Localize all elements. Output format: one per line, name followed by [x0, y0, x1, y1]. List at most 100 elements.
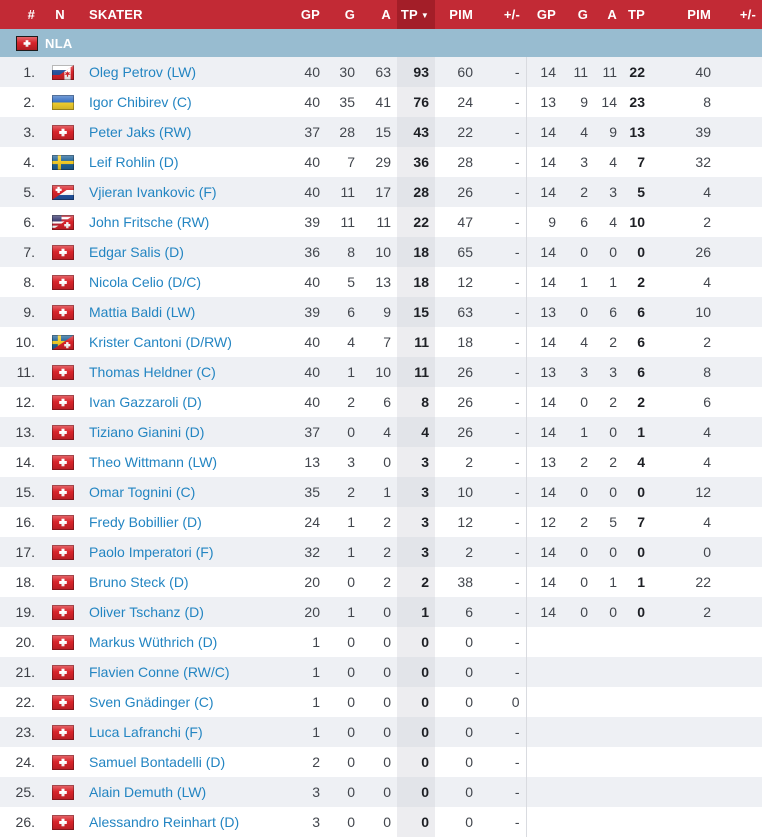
- stat-tp-1: 3: [397, 447, 435, 477]
- stat-gp-1: 40: [304, 394, 320, 410]
- player-name-link[interactable]: John Fritsche (RW): [89, 214, 210, 230]
- stat-plusminus-2: [717, 57, 762, 87]
- player-nationality: [38, 687, 82, 717]
- player-name-link[interactable]: Samuel Bontadelli (D): [89, 754, 226, 770]
- player-name-link[interactable]: Sven Gnädinger (C): [89, 694, 214, 710]
- player-name-link[interactable]: Oleg Petrov (LW): [89, 64, 197, 80]
- player-name-link[interactable]: Edgar Salis (D): [89, 244, 184, 260]
- sort-desc-icon: ▼: [420, 11, 429, 20]
- player-nationality: [38, 207, 82, 237]
- stat-g-2: 0: [580, 544, 588, 560]
- stat-gp-2: 14: [525, 177, 562, 207]
- player-nationality: [38, 297, 82, 327]
- stat-plusminus-1: -: [514, 154, 520, 170]
- col-header-tp-1[interactable]: TP ▼: [397, 0, 435, 29]
- col-header-skater[interactable]: SKATER: [82, 0, 287, 29]
- stat-tp-1: 28: [397, 177, 435, 207]
- player-name-link[interactable]: Alain Demuth (LW): [89, 784, 207, 800]
- stat-pim-2: [651, 627, 717, 657]
- player-name-link[interactable]: Thomas Heldner (C): [89, 364, 216, 380]
- stat-tp-2: 6: [637, 304, 645, 320]
- stat-plusminus-2: [717, 267, 762, 297]
- stat-g-2: 2: [580, 454, 588, 470]
- stat-tp-1: 4: [397, 417, 435, 447]
- stat-pim-2: 6: [703, 394, 711, 410]
- stat-pim-1: 0: [465, 694, 473, 710]
- player-name-link[interactable]: Alessandro Reinhart (D): [89, 814, 240, 830]
- col-header-rank[interactable]: #: [0, 0, 38, 29]
- stat-pim-1: 38: [457, 574, 473, 590]
- stat-plusminus-1: 0: [511, 694, 520, 710]
- col-header-plusminus-1[interactable]: +/-: [479, 0, 526, 29]
- stat-pim-1: 12: [457, 274, 473, 290]
- stat-a-2: 0: [609, 424, 617, 440]
- col-header-g-2[interactable]: G: [562, 0, 594, 29]
- player-name-link[interactable]: Nicola Celio (D/C): [89, 274, 202, 290]
- stat-g-2: [562, 627, 594, 657]
- stat-plusminus-2: [717, 177, 762, 207]
- stat-g-1: 1: [347, 364, 355, 380]
- col-header-tp-2[interactable]: TP: [623, 0, 651, 29]
- player-name-link[interactable]: Tiziano Gianini (D): [89, 424, 205, 440]
- stat-tp-2: 6: [637, 334, 645, 350]
- player-row: 21. Flavien Conne (RW/C) 1 0 0 0 0-: [0, 657, 762, 687]
- col-header-tp-1-label: TP: [400, 7, 418, 22]
- stat-a-1: 0: [383, 694, 391, 710]
- stat-pim-2: 26: [695, 244, 711, 260]
- col-header-pim-1[interactable]: PIM: [435, 0, 479, 29]
- player-row: 25. Alain Demuth (LW) 3 0 0 0 0-: [0, 777, 762, 807]
- player-name-link[interactable]: Ivan Gazzaroli (D): [89, 394, 202, 410]
- player-rank: 5.: [23, 184, 35, 200]
- player-nationality: [38, 777, 82, 807]
- player-name-link[interactable]: Leif Rohlin (D): [89, 154, 179, 170]
- player-name-link[interactable]: Fredy Bobillier (D): [89, 514, 202, 530]
- stat-plusminus-1: -: [514, 94, 520, 110]
- player-name-link[interactable]: Omar Tognini (C): [89, 484, 196, 500]
- player-name-link[interactable]: Markus Wüthrich (D): [89, 634, 218, 650]
- player-name-link[interactable]: Bruno Steck (D): [89, 574, 189, 590]
- col-header-gp-2[interactable]: GP: [526, 0, 562, 29]
- stat-pim-2: [651, 717, 717, 747]
- player-rank: 19.: [15, 604, 35, 620]
- stat-gp-1: 1: [312, 694, 320, 710]
- stat-plusminus-1: -: [514, 484, 520, 500]
- player-name-cell: Samuel Bontadelli (D): [82, 747, 287, 777]
- player-rank: 7.: [23, 244, 35, 260]
- col-header-nationality[interactable]: N: [38, 0, 82, 29]
- player-name-cell: Omar Tognini (C): [82, 477, 287, 507]
- player-row: 9. Mattia Baldi (LW) 39 6 9 15 63 -13 0 6 6 10: [0, 297, 762, 327]
- stat-tp-2: 7: [637, 154, 645, 170]
- player-name-cell: Thomas Heldner (C): [82, 357, 287, 387]
- col-header-plusminus-2[interactable]: +/-: [717, 0, 762, 29]
- col-header-a-1[interactable]: A: [361, 0, 397, 29]
- player-nationality: [38, 237, 82, 267]
- player-rank: 6.: [23, 214, 35, 230]
- player-name-link[interactable]: Igor Chibirev (C): [89, 94, 192, 110]
- stat-g-2: [562, 687, 594, 717]
- col-header-a-2[interactable]: A: [594, 0, 623, 29]
- stat-plusminus-2: [717, 657, 762, 687]
- player-name-link[interactable]: Paolo Imperatori (F): [89, 544, 214, 560]
- col-header-g-1[interactable]: G: [326, 0, 361, 29]
- stat-pim-1: 18: [457, 334, 473, 350]
- player-name-link[interactable]: Luca Lafranchi (F): [89, 724, 203, 740]
- ch-flag-icon: [52, 635, 74, 651]
- stat-a-1: 0: [383, 724, 391, 740]
- stat-gp-1: 13: [304, 454, 320, 470]
- player-name-link[interactable]: Theo Wittmann (LW): [89, 454, 218, 470]
- stat-a-1: 2: [383, 574, 391, 590]
- stat-g-1: 30: [339, 64, 355, 80]
- player-name-link[interactable]: Flavien Conne (RW/C): [89, 664, 230, 680]
- player-name-link[interactable]: Peter Jaks (RW): [89, 124, 192, 140]
- col-header-pim-2[interactable]: PIM: [651, 0, 717, 29]
- stat-gp-2: 14: [525, 417, 562, 447]
- stat-g-1: 0: [347, 694, 355, 710]
- player-name-link[interactable]: Oliver Tschanz (D): [89, 604, 204, 620]
- col-header-gp-1[interactable]: GP: [287, 0, 326, 29]
- player-name-link[interactable]: Krister Cantoni (D/RW): [89, 334, 232, 350]
- stat-a-2: 0: [609, 604, 617, 620]
- player-name-link[interactable]: Mattia Baldi (LW): [89, 304, 196, 320]
- stat-tp-2: 2: [637, 394, 645, 410]
- player-name-link[interactable]: Vjieran Ivankovic (F): [89, 184, 217, 200]
- stat-g-2: 6: [580, 214, 588, 230]
